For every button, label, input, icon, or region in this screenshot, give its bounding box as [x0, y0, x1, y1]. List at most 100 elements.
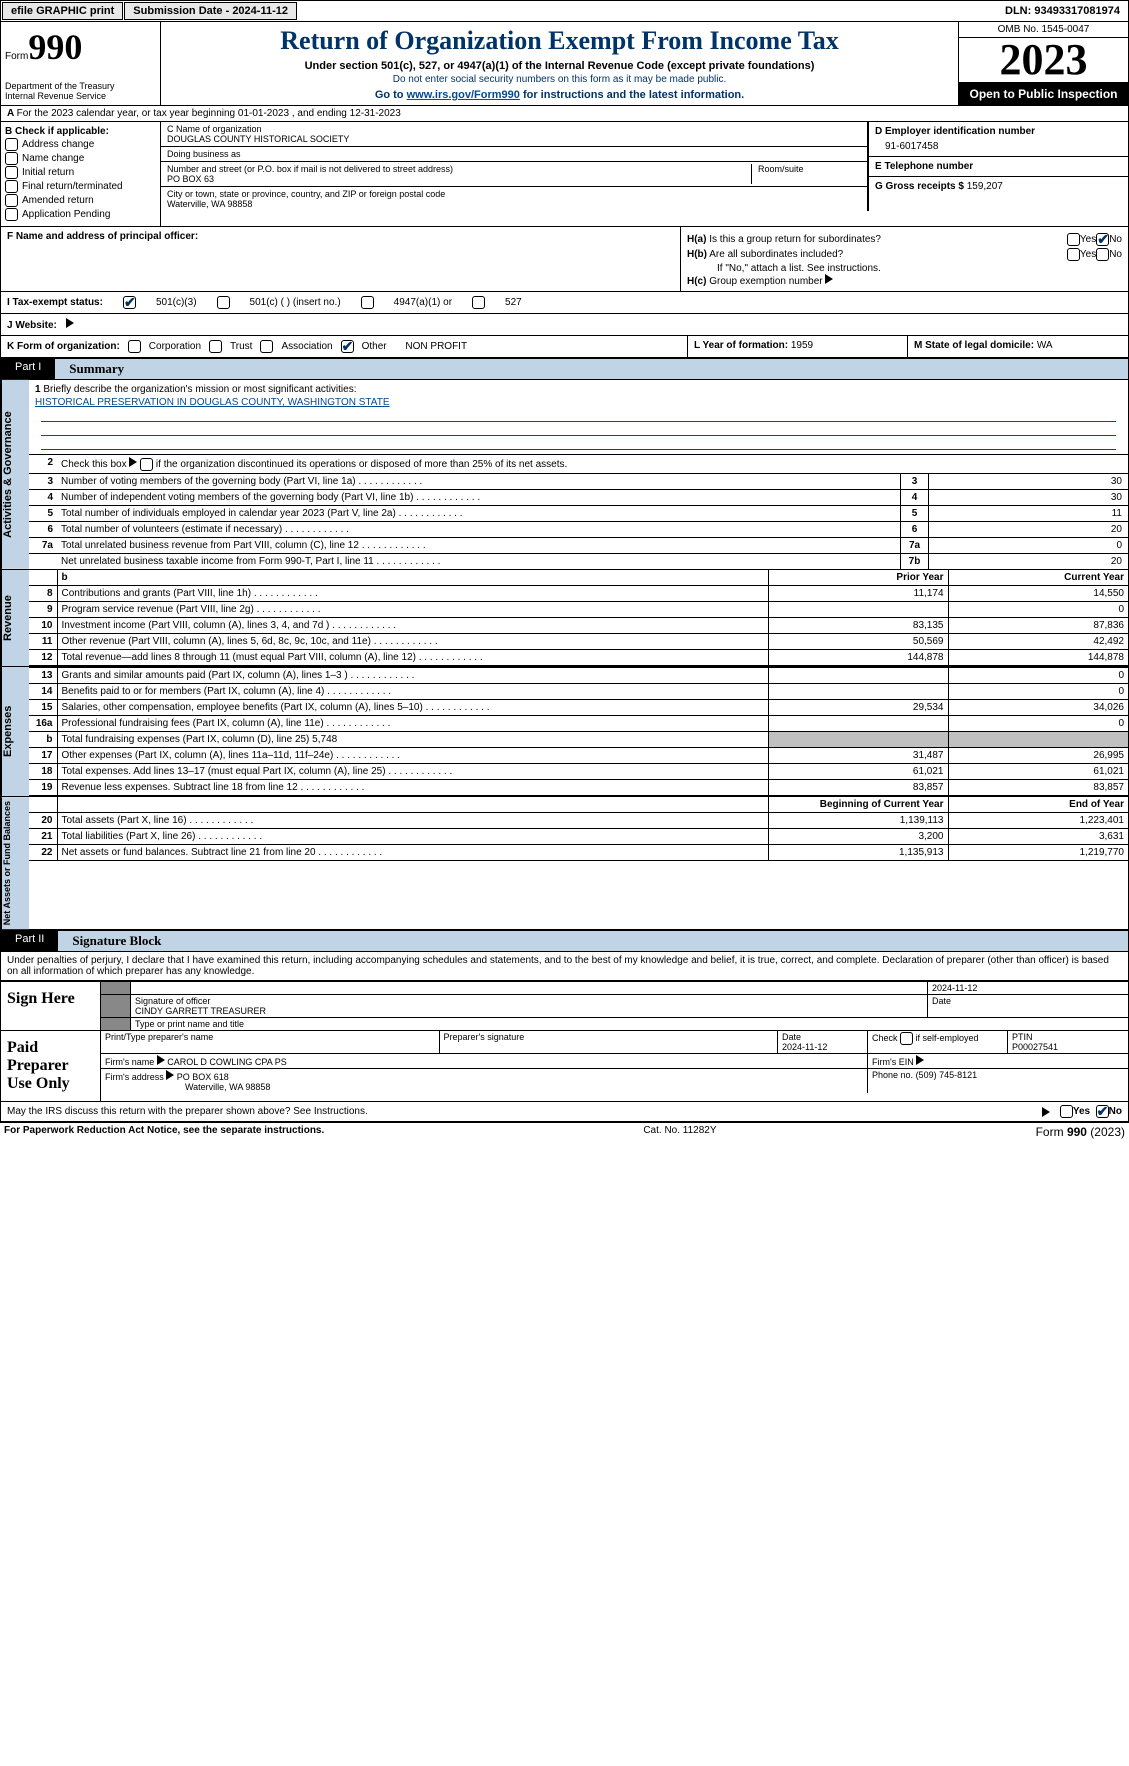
expense-row: 15Salaries, other compensation, employee…	[29, 699, 1128, 715]
expense-row: 17Other expenses (Part IX, column (A), l…	[29, 747, 1128, 763]
revenue-row: 12Total revenue—add lines 8 through 11 (…	[29, 649, 1128, 665]
top-bar: efile GRAPHIC print Submission Date - 20…	[0, 0, 1129, 22]
revenue-row: 10Investment income (Part VIII, column (…	[29, 617, 1128, 633]
governance-row: 7aTotal unrelated business revenue from …	[29, 537, 1128, 553]
expense-row: 16aProfessional fundraising fees (Part I…	[29, 715, 1128, 731]
ssn-note: Do not enter social security numbers on …	[169, 74, 950, 85]
balances-section: Net Assets or Fund Balances Beginning of…	[0, 797, 1129, 930]
expense-row: 13Grants and similar amounts paid (Part …	[29, 667, 1128, 683]
org-info-section: B Check if applicable: Address change Na…	[0, 122, 1129, 227]
row-klm: K Form of organization: Corporation Trus…	[0, 336, 1129, 358]
balance-row: 21Total liabilities (Part X, line 26)3,2…	[29, 828, 1128, 844]
chk-ha-no[interactable]	[1096, 233, 1109, 246]
form-header: Form 990 Department of the Treasury Inte…	[0, 22, 1129, 106]
chk-trust[interactable]	[209, 340, 222, 353]
row-i-tax-status: I Tax-exempt status: 501(c)(3) 501(c) ( …	[0, 292, 1129, 314]
open-inspection: Open to Public Inspection	[959, 83, 1128, 105]
box-e: E Telephone number	[869, 157, 1128, 177]
tax-year: 2023	[959, 38, 1128, 83]
discuss-row: May the IRS discuss this return with the…	[0, 1102, 1129, 1122]
footer: For Paperwork Reduction Act Notice, see …	[0, 1122, 1129, 1141]
line1-label: Briefly describe the organization's miss…	[43, 384, 356, 395]
chk-name-change[interactable]	[5, 152, 18, 165]
chk-4947[interactable]	[361, 296, 374, 309]
chk-discuss-no[interactable]	[1096, 1105, 1109, 1118]
chk-corp[interactable]	[128, 340, 141, 353]
balance-row: 22Net assets or fund balances. Subtract …	[29, 844, 1128, 860]
revenue-section: Revenue bPrior YearCurrent Year 8Contrib…	[0, 570, 1129, 667]
box-b: B Check if applicable: Address change Na…	[1, 122, 161, 226]
box-f: F Name and address of principal officer:	[1, 227, 681, 291]
chk-app-pending[interactable]	[5, 208, 18, 221]
form-number: 990	[28, 26, 82, 68]
chk-line2[interactable]	[140, 458, 153, 471]
form-subtitle: Under section 501(c), 527, or 4947(a)(1)…	[169, 60, 950, 72]
mission-text[interactable]: HISTORICAL PRESERVATION IN DOUGLAS COUNT…	[35, 397, 1122, 408]
box-h: H(a) Is this a group return for subordin…	[681, 227, 1128, 291]
declaration: Under penalties of perjury, I declare th…	[0, 952, 1129, 981]
chk-discuss-yes[interactable]	[1060, 1105, 1073, 1118]
col-begin: Beginning of Current Year	[768, 797, 948, 813]
expense-row: bTotal fundraising expenses (Part IX, co…	[29, 731, 1128, 747]
chk-hb-no[interactable]	[1096, 248, 1109, 261]
chk-address-change[interactable]	[5, 138, 18, 151]
chk-527[interactable]	[472, 296, 485, 309]
chk-501c3[interactable]	[123, 296, 136, 309]
chk-ha-yes[interactable]	[1067, 233, 1080, 246]
revenue-row: 11Other revenue (Part VIII, column (A), …	[29, 633, 1128, 649]
row-a-tax-year: A For the 2023 calendar year, or tax yea…	[0, 106, 1129, 122]
expense-row: 19Revenue less expenses. Subtract line 1…	[29, 779, 1128, 795]
sign-here-label: Sign Here	[1, 982, 101, 1030]
chk-self-employed[interactable]	[900, 1032, 913, 1045]
col-current: Current Year	[948, 570, 1128, 586]
revenue-row: 8Contributions and grants (Part VIII, li…	[29, 585, 1128, 601]
chk-501c[interactable]	[217, 296, 230, 309]
efile-button[interactable]: efile GRAPHIC print	[2, 2, 123, 20]
governance-row: 3Number of voting members of the governi…	[29, 473, 1128, 489]
submission-date: Submission Date - 2024-11-12	[124, 2, 297, 20]
addr-label: Number and street (or P.O. box if mail i…	[167, 164, 751, 174]
tab-expenses: Expenses	[1, 667, 29, 796]
irs-link[interactable]: www.irs.gov/Form990	[407, 89, 520, 101]
dba-label: Doing business as	[167, 149, 861, 159]
preparer-label: Paid Preparer Use Only	[1, 1031, 101, 1101]
part-ii-header: Part II Signature Block	[0, 930, 1129, 952]
chk-hb-yes[interactable]	[1067, 248, 1080, 261]
room-label: Room/suite	[751, 164, 861, 184]
chk-other[interactable]	[341, 340, 354, 353]
firm-phone: (509) 745-8121	[916, 1070, 978, 1080]
sign-here-block: Sign Here 2024-11-12 Signature of office…	[0, 981, 1129, 1031]
expenses-section: Expenses 13Grants and similar amounts pa…	[0, 667, 1129, 797]
arrow-icon	[66, 318, 74, 328]
governance-row: Net unrelated business taxable income fr…	[29, 553, 1128, 569]
expense-row: 18Total expenses. Add lines 13–17 (must …	[29, 763, 1128, 779]
tab-revenue: Revenue	[1, 570, 29, 666]
officer-name: CINDY GARRETT TREASURER	[135, 1006, 923, 1016]
dln: DLN: 93493317081974	[997, 3, 1128, 19]
col-prior: Prior Year	[768, 570, 948, 586]
chk-final-return[interactable]	[5, 180, 18, 193]
expense-row: 14Benefits paid to or for members (Part …	[29, 683, 1128, 699]
chk-assoc[interactable]	[260, 340, 273, 353]
paid-preparer-block: Paid Preparer Use Only Print/Type prepar…	[0, 1031, 1129, 1102]
col-end: End of Year	[948, 797, 1128, 813]
name-label: C Name of organization	[167, 124, 861, 134]
firm-name: CAROL D COWLING CPA PS	[167, 1057, 287, 1067]
tab-balances: Net Assets or Fund Balances	[1, 797, 29, 929]
form-title: Return of Organization Exempt From Incom…	[169, 26, 950, 56]
org-name: DOUGLAS COUNTY HISTORICAL SOCIETY	[167, 134, 861, 144]
balance-row: 20Total assets (Part X, line 16)1,139,11…	[29, 812, 1128, 828]
department: Department of the Treasury Internal Reve…	[5, 81, 156, 101]
activities-governance: Activities & Governance 1 Briefly descri…	[0, 380, 1129, 570]
tab-activities: Activities & Governance	[1, 380, 29, 569]
form-label: Form	[5, 51, 28, 62]
box-g: G Gross receipts $ 159,207	[869, 177, 1128, 196]
chk-amended[interactable]	[5, 194, 18, 207]
governance-row: 5Total number of individuals employed in…	[29, 505, 1128, 521]
row-j-website: J Website:	[0, 314, 1129, 336]
goto-note: Go to www.irs.gov/Form990 for instructio…	[169, 89, 950, 101]
city-label: City or town, state or province, country…	[167, 189, 861, 199]
chk-initial-return[interactable]	[5, 166, 18, 179]
governance-row: 6Total number of volunteers (estimate if…	[29, 521, 1128, 537]
city: Waterville, WA 98858	[167, 199, 861, 209]
